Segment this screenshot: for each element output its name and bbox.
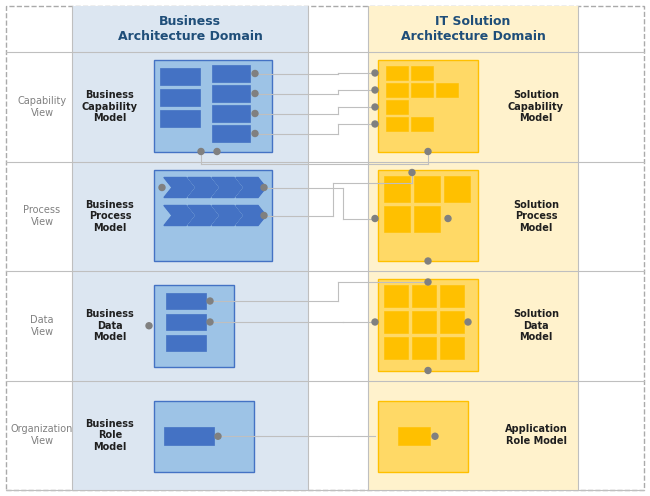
Bar	[384, 176, 410, 201]
Bar	[378, 400, 468, 472]
Text: Solution
Capability
Model: Solution Capability Model	[508, 90, 564, 124]
Polygon shape	[188, 205, 218, 226]
Circle shape	[252, 130, 258, 136]
Circle shape	[445, 215, 451, 222]
Polygon shape	[236, 178, 266, 197]
Text: Solution
Data
Model: Solution Data Model	[513, 309, 559, 342]
Circle shape	[215, 433, 221, 439]
Bar	[160, 110, 200, 127]
Bar	[212, 85, 250, 102]
Bar	[212, 105, 250, 122]
Circle shape	[425, 258, 431, 264]
Text: Business
Role
Model: Business Role Model	[86, 419, 135, 452]
Text: Application
Role Model: Application Role Model	[504, 425, 567, 446]
Bar	[378, 170, 478, 261]
Circle shape	[372, 215, 378, 222]
Text: Business
Capability
Model: Business Capability Model	[82, 90, 138, 124]
Bar	[160, 89, 200, 106]
Bar	[166, 293, 206, 309]
Circle shape	[425, 279, 431, 285]
Bar	[386, 117, 408, 131]
Circle shape	[207, 319, 213, 325]
Bar	[154, 60, 272, 151]
Polygon shape	[188, 178, 218, 197]
Text: Business
Data
Model: Business Data Model	[86, 309, 135, 342]
Bar	[154, 170, 272, 261]
Bar	[212, 65, 250, 82]
Circle shape	[432, 433, 438, 439]
Bar	[444, 176, 470, 201]
Bar	[414, 205, 440, 232]
Bar	[166, 314, 206, 330]
Polygon shape	[212, 178, 242, 197]
Circle shape	[252, 111, 258, 117]
Text: IT Solution
Architecture Domain: IT Solution Architecture Domain	[400, 15, 545, 43]
Bar	[411, 66, 433, 80]
Bar	[412, 337, 436, 359]
Bar	[378, 60, 478, 151]
Bar	[411, 117, 433, 131]
Bar	[386, 83, 408, 97]
Polygon shape	[236, 205, 266, 226]
Text: Organization
View: Organization View	[11, 425, 73, 446]
Bar	[440, 337, 464, 359]
Circle shape	[425, 148, 431, 154]
Circle shape	[372, 87, 378, 93]
Bar	[440, 311, 464, 333]
Text: Process
View: Process View	[23, 205, 60, 227]
Circle shape	[372, 121, 378, 127]
Bar	[411, 83, 433, 97]
Circle shape	[372, 104, 378, 110]
Bar	[154, 285, 234, 367]
Circle shape	[261, 212, 267, 219]
Text: Business
Process
Model: Business Process Model	[86, 200, 135, 233]
Bar	[160, 68, 200, 85]
Polygon shape	[164, 205, 194, 226]
Bar	[436, 83, 458, 97]
Circle shape	[159, 185, 165, 190]
Bar	[164, 427, 214, 445]
Text: Capability
View: Capability View	[18, 96, 66, 118]
Circle shape	[146, 323, 152, 329]
Bar	[368, 6, 578, 490]
Bar	[212, 125, 250, 142]
Bar	[386, 66, 408, 80]
Bar	[384, 337, 408, 359]
Bar	[72, 6, 308, 490]
Circle shape	[252, 90, 258, 97]
Bar	[398, 427, 430, 445]
Text: Data
View: Data View	[31, 315, 54, 337]
Circle shape	[372, 319, 378, 325]
Bar	[386, 100, 408, 114]
Circle shape	[261, 185, 267, 190]
Bar	[414, 176, 440, 201]
Circle shape	[198, 148, 204, 154]
Circle shape	[372, 70, 378, 76]
Bar	[412, 285, 436, 307]
Polygon shape	[164, 178, 194, 197]
Bar	[412, 311, 436, 333]
Circle shape	[252, 70, 258, 76]
Polygon shape	[212, 205, 242, 226]
Bar	[384, 205, 410, 232]
Circle shape	[207, 298, 213, 304]
Bar	[384, 311, 408, 333]
Circle shape	[425, 368, 431, 373]
Text: Business
Architecture Domain: Business Architecture Domain	[118, 15, 263, 43]
Circle shape	[214, 148, 220, 154]
Bar	[378, 279, 478, 371]
Circle shape	[465, 319, 471, 325]
Text: Solution
Process
Model: Solution Process Model	[513, 200, 559, 233]
Bar	[166, 335, 206, 351]
Bar	[440, 285, 464, 307]
Bar	[154, 400, 254, 472]
Bar	[384, 285, 408, 307]
Circle shape	[409, 170, 415, 176]
